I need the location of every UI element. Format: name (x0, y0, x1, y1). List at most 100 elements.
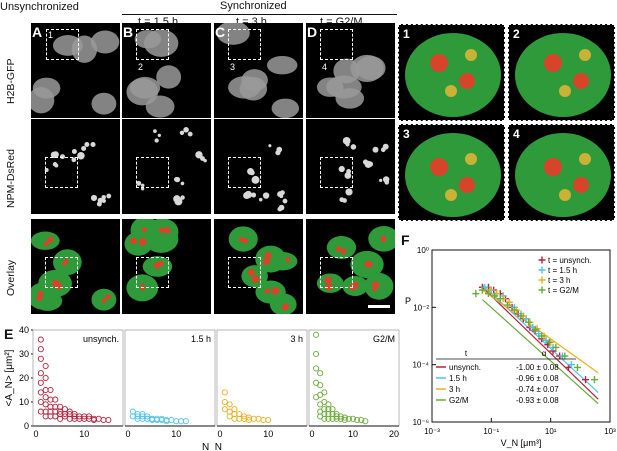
f-fit-line (482, 289, 599, 374)
e-xtick: 0 (309, 429, 314, 439)
f-legend-mark (538, 276, 546, 284)
f-point (567, 361, 575, 369)
panel-letter-c: C (215, 24, 226, 40)
f-xtick: 10¹ (545, 427, 557, 436)
e-point (37, 355, 44, 362)
f-ytick: 10⁰ (417, 246, 429, 255)
e-point (37, 346, 44, 353)
f-table-alpha: -0.74 ± 0.07 (516, 385, 559, 394)
f-table-alpha: -0.93 ± 0.08 (516, 396, 559, 405)
f-ytick: 10⁻⁴ (412, 361, 429, 370)
f-point (545, 338, 553, 346)
e-xtick: 0 (33, 429, 38, 439)
row-label-overlay: Overlay (5, 259, 17, 296)
f-point (561, 352, 569, 360)
f-table-t: unsynch. (449, 363, 481, 372)
e-point (61, 413, 68, 420)
e-xtick: 10 (263, 429, 273, 439)
e-point (57, 408, 64, 415)
zoom-number: 2 (513, 27, 520, 41)
e-xtick: 10 (79, 429, 89, 439)
f-point (517, 312, 525, 320)
f-ylabel: P (405, 296, 411, 306)
e-point (42, 362, 49, 370)
f-point (510, 306, 518, 314)
panel-letter-f: F (401, 232, 410, 248)
f-xtick: 10³ (604, 427, 616, 436)
e-xtick: 20 (389, 429, 399, 439)
panel-letter-d: D (307, 24, 318, 40)
inset-number: 1 (48, 30, 54, 40)
f-legend-mark (538, 266, 546, 274)
roi-dashed-box (228, 29, 261, 60)
e-point (313, 350, 320, 358)
roi-dashed-box (320, 157, 353, 188)
roi-dashed-box (136, 157, 169, 188)
f-table-t: G2/M (449, 396, 469, 405)
panel-e-chart: <A_N> [μm²] 0 10 20 30 40 0 10 unsynch. 0 10 1.5 h 0… (4, 326, 400, 451)
inset-number: 4 (322, 62, 328, 72)
panel-letter-a: A (32, 24, 43, 40)
zoom-panel-3: 3 (398, 124, 505, 221)
e-subplot-name: G2/M (373, 334, 395, 344)
e-point (341, 416, 348, 424)
f-point (552, 343, 560, 351)
roi-dashed-box (136, 257, 169, 288)
e-ylabel: <A_N> [μm²] (4, 349, 15, 406)
unsynchronized-label: Unsynchronized (0, 1, 79, 13)
e-point (337, 413, 344, 420)
micrograph-overlay-1 (122, 219, 211, 314)
roi-dashed-box (228, 257, 261, 288)
e-subplot-frame (32, 329, 124, 427)
e-point (182, 418, 189, 425)
micrograph-npm-0 (31, 119, 120, 214)
f-point (538, 332, 546, 340)
e-subplot-name: unsynch. (83, 334, 119, 344)
e-point (221, 389, 228, 396)
e-point (317, 382, 324, 389)
inset-number: 3 (230, 62, 236, 72)
micrograph-npm-1 (122, 119, 211, 214)
roi-dashed-box (320, 29, 353, 60)
zoom-number: 1 (403, 27, 410, 41)
e-point (42, 401, 49, 408)
synchronized-label: Synchronized (220, 0, 287, 12)
e-ytick: 20 (19, 373, 29, 383)
e-point (321, 389, 328, 396)
zoom-number: 3 (403, 127, 410, 141)
e-ytick: 10 (19, 397, 29, 407)
f-table-alpha: -1.00 ± 0.08 (516, 363, 559, 372)
e-point (37, 398, 44, 406)
e-point (221, 398, 228, 406)
micrograph-overlay-2 (214, 219, 303, 314)
f-legend-mark (538, 286, 546, 294)
e-xtick: 0 (217, 429, 222, 439)
panel-letter-b: B (123, 24, 134, 40)
e-subplot-frame (216, 329, 308, 427)
inset-number: 2 (138, 62, 144, 72)
f-table-alpha: -0.96 ± 0.08 (516, 374, 559, 383)
row-label-npm: NPM-DsRed (5, 149, 17, 208)
f-point (590, 376, 598, 384)
e-point (52, 413, 59, 420)
synchronized-divider (122, 14, 397, 15)
e-ytick: 0 (24, 421, 29, 431)
e-ytick: 30 (19, 349, 29, 359)
roi-dashed-box (136, 29, 169, 60)
e-point (345, 415, 352, 422)
roi-dashed-box (45, 157, 78, 188)
e-point (226, 401, 233, 408)
f-table-header-alpha: α (542, 349, 547, 358)
e-point (337, 415, 344, 422)
e-xtick: 10 (348, 429, 358, 439)
e-point (86, 413, 93, 420)
e-point (321, 415, 328, 422)
e-point (42, 374, 49, 382)
zoom-panel-4: 4 (508, 124, 615, 221)
row-label-h2b: H2B-GFP (5, 58, 17, 104)
e-point (313, 365, 320, 372)
e-point (358, 416, 365, 424)
f-point (478, 286, 486, 294)
micrograph-npm-3 (306, 119, 395, 214)
